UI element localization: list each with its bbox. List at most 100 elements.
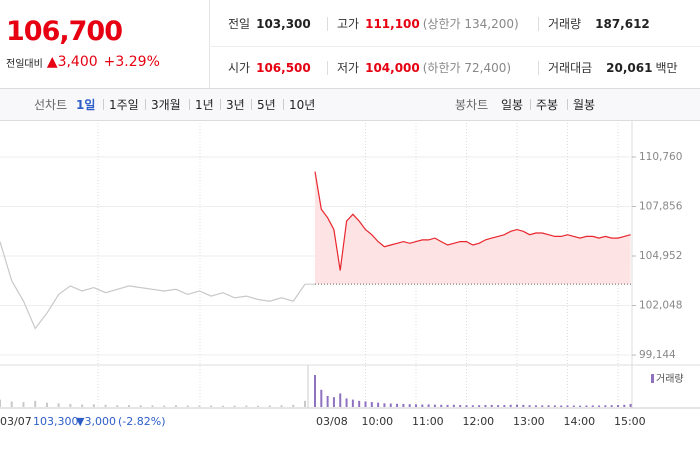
- volume-bar: [10, 401, 13, 407]
- volume-bar: [534, 405, 537, 407]
- stat-unit: 백만: [655, 61, 678, 75]
- volume-bar: [320, 389, 323, 407]
- tabs: 선차트 1일 1주일 3개월 1년 3년 5년 10년 봉차트 일봉 주봉 월봉: [0, 89, 700, 120]
- change: ▲3,400: [46, 54, 98, 70]
- change-pct: +3.29%: [103, 54, 160, 70]
- volume-bar: [383, 403, 386, 407]
- volume-bar: [69, 403, 72, 407]
- y-tick-label: 99,144: [639, 349, 676, 361]
- y-tick-label: 104,952: [639, 250, 682, 262]
- period-tab[interactable]: 10년: [289, 98, 316, 112]
- volume-bar: [151, 405, 154, 407]
- volume-bar: [566, 405, 569, 407]
- volume-bar: [57, 403, 60, 407]
- volume-bar: [629, 403, 632, 407]
- volume-bar: [280, 405, 283, 407]
- divider: [538, 17, 539, 31]
- price-line: [0, 241, 306, 330]
- stat-label: 전일: [228, 17, 251, 31]
- stat-value: 103,300: [256, 16, 311, 31]
- stat: 거래량 187,612: [548, 15, 650, 32]
- stat: 저가 104,000 (하한가 72,400): [337, 59, 511, 76]
- period-tab[interactable]: 1년: [195, 98, 214, 112]
- volume-bar: [553, 405, 556, 407]
- volume-bar: [81, 404, 84, 407]
- volume-bar: [314, 375, 316, 407]
- stat-value: 106,500: [256, 60, 311, 75]
- volume-bar: [389, 403, 392, 407]
- volume-bar: [34, 400, 37, 407]
- volume-bar: [245, 405, 248, 407]
- candle-tab[interactable]: 주봉: [536, 98, 559, 112]
- period-tab[interactable]: 3개월: [151, 98, 181, 112]
- tab-divider: [145, 99, 146, 110]
- volume-bar: [459, 405, 462, 407]
- divider: [538, 61, 539, 75]
- period-tab[interactable]: 3년: [226, 98, 245, 112]
- volume-bar: [541, 405, 544, 407]
- stat-label: 거래대금: [548, 61, 593, 75]
- volume-bar: [364, 401, 367, 407]
- volume-bar: [396, 403, 399, 407]
- volume-bar: [163, 405, 166, 407]
- volume-bar: [402, 403, 405, 407]
- stat-label: 고가: [337, 17, 360, 31]
- x-tick-label: 11:00: [412, 415, 444, 428]
- volume-bar: [427, 404, 430, 407]
- volume-bar: [233, 405, 236, 407]
- volume-bar: [616, 405, 619, 407]
- candle-tab[interactable]: 일봉: [501, 98, 524, 112]
- volume-bar: [139, 405, 142, 407]
- tab-bar: [0, 88, 700, 121]
- volume-bar: [198, 405, 201, 407]
- y-tick-label: 110,760: [639, 151, 682, 163]
- change-row: 전일대비 ▲3,400 +3.29%: [6, 54, 160, 70]
- x-tick-label: 12:00: [462, 415, 494, 428]
- volume-bar: [471, 405, 474, 407]
- legend-label: 거래량: [656, 373, 684, 385]
- volume-bar: [332, 397, 335, 407]
- volume-bar: [358, 400, 361, 407]
- volume-bar: [490, 404, 493, 407]
- stat-note: (하한가 72,400): [422, 61, 512, 75]
- volume-bar: [345, 398, 348, 407]
- stat-value: 111,100: [365, 16, 420, 31]
- volume-bar: [408, 404, 411, 407]
- volume-bar: [433, 404, 436, 407]
- stat-note: (상한가 134,200): [422, 17, 519, 31]
- volume-bar: [547, 405, 550, 407]
- volume-bar: [116, 405, 119, 407]
- tab-divider: [189, 99, 190, 110]
- volume-bar: [515, 404, 518, 407]
- volume-bar: [326, 395, 329, 407]
- period-tab[interactable]: 5년: [257, 98, 276, 112]
- volume-bar: [497, 405, 500, 407]
- tab-divider: [530, 99, 531, 110]
- candle-tab[interactable]: 월봉: [573, 98, 596, 112]
- volume-bar: [351, 399, 354, 407]
- x-tick-label: 14:00: [563, 415, 595, 428]
- volume-bar: [528, 405, 531, 407]
- tab-divider: [251, 99, 252, 110]
- period-tab[interactable]: 1일: [76, 98, 96, 112]
- stat-value: 20,061: [606, 60, 653, 75]
- volume-bar: [585, 405, 588, 407]
- period-tab[interactable]: 1주일: [109, 98, 139, 112]
- tab-divider: [103, 99, 104, 110]
- volume-bar: [604, 405, 607, 407]
- area-fill: [315, 171, 631, 285]
- volume-bar: [478, 405, 481, 407]
- change-label: 전일대비: [6, 58, 43, 70]
- y-tick-label: 107,856: [639, 200, 683, 212]
- y-tick-label: 102,048: [639, 300, 682, 312]
- x-tick-label: 10:00: [361, 415, 393, 428]
- volume-bar: [339, 393, 342, 407]
- volume-bar: [257, 405, 260, 407]
- volume-bar: [446, 404, 449, 407]
- volume-bar: [104, 404, 107, 407]
- volume-bar: [623, 404, 626, 407]
- volume-bar: [22, 402, 25, 407]
- volume-bar: [414, 404, 417, 407]
